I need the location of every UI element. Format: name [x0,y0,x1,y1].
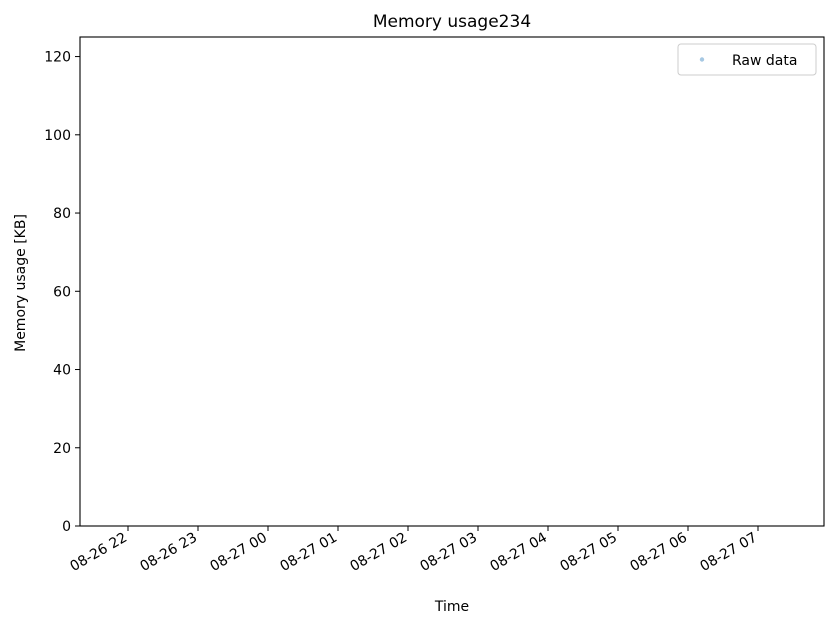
x-tick-label: 08-27 02 [347,530,410,575]
y-tick-label: 100 [44,128,71,144]
x-tick-label: 08-27 06 [627,530,690,575]
y-tick-label: 80 [53,206,71,222]
x-tick-label: 08-26 22 [67,530,130,575]
legend: Raw data [677,43,817,76]
x-tick-label: 08-27 05 [557,530,620,575]
y-tick-label: 120 [44,50,71,66]
y-tick-label: 40 [53,363,71,379]
x-tick-label: 08-27 07 [697,530,760,575]
x-tick-label: 08-27 04 [487,530,550,575]
x-axis-label: Time [434,599,469,615]
x-tick-label: 08-27 00 [207,530,270,575]
y-axis: 0 20 40 60 80 100 120 [44,50,80,535]
legend-frame [677,43,817,76]
y-axis-label: Memory usage [KB] [13,214,29,352]
legend-marker-raw-data [699,57,705,62]
y-tick-label: 20 [53,441,71,457]
x-tick-label: 08-26 23 [137,530,200,575]
legend-label-raw-data: Raw data [732,53,797,69]
x-tick-label: 08-27 01 [277,530,340,575]
y-tick-label: 0 [62,519,71,535]
x-axis: 08-26 22 08-26 23 08-27 00 08-27 01 08-27 02… [67,526,760,575]
chart-title: Memory usage234 [373,12,531,32]
x-tick-label: 08-27 03 [417,530,480,575]
plot-area-frame [79,36,825,527]
y-tick-label: 60 [53,284,71,300]
